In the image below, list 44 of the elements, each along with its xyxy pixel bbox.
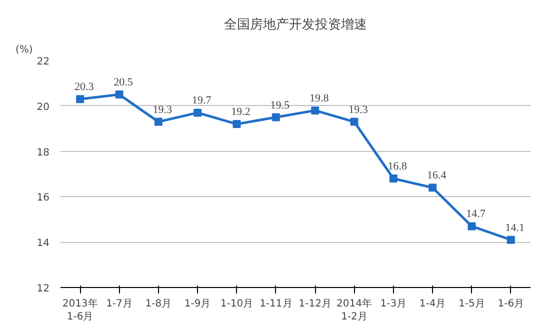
data-label: 20.5 — [114, 76, 134, 89]
data-label: 19.5 — [270, 99, 290, 112]
x-tick-label: 2014年 1-2月 — [336, 298, 372, 323]
data-label: 16.8 — [388, 160, 408, 173]
data-label: 19.8 — [309, 92, 330, 104]
x-tick-label: 1-8月 — [145, 298, 172, 310]
data-label: 14.7 — [466, 208, 486, 220]
point — [389, 174, 398, 183]
data-label: 19.2 — [231, 106, 250, 118]
data-label: 20.3 — [74, 81, 94, 94]
x-tick-label: 1-3月 — [380, 298, 407, 310]
y-tick-label: 22 — [36, 56, 50, 68]
y-axis-title: (%) — [16, 44, 33, 56]
point — [76, 95, 84, 104]
point — [115, 90, 124, 99]
y-tick-label: 20 — [36, 102, 50, 113]
x-tick-label: 1-9月 — [184, 298, 211, 310]
point — [154, 118, 162, 126]
point — [350, 118, 358, 126]
point — [428, 184, 437, 192]
x-tick-label: 1-12月 — [298, 298, 332, 310]
data-label: 16.4 — [426, 170, 447, 182]
point — [468, 222, 476, 230]
point — [506, 236, 515, 244]
chart-title: 全国房地产开发投资增速 — [224, 16, 367, 32]
x-tick-label: 1-4月 — [419, 298, 446, 310]
point — [194, 108, 202, 117]
y-tick-label: 12 — [36, 284, 50, 294]
x-tick-label: 2013年 1-6月 — [62, 298, 98, 323]
data-label: 19.7 — [192, 94, 212, 107]
data-label: 19.3 — [348, 104, 368, 116]
x-tick-label: 1-10月 — [220, 298, 254, 310]
data-label: 19.3 — [152, 104, 173, 116]
point — [232, 120, 241, 128]
x-tick-label: 1-6月 — [498, 298, 524, 310]
y-tick-label: 16 — [36, 192, 50, 204]
y-tick-label: 18 — [36, 147, 50, 158]
x-tick-label: 1-7月 — [106, 298, 132, 310]
x-tick-label: 1-11月 — [260, 298, 292, 310]
point — [272, 113, 280, 122]
x-tick-label: 1-5月 — [458, 298, 485, 310]
data-label: 14.1 — [505, 222, 525, 234]
point — [311, 106, 320, 114]
y-tick-label: 14 — [36, 238, 50, 250]
